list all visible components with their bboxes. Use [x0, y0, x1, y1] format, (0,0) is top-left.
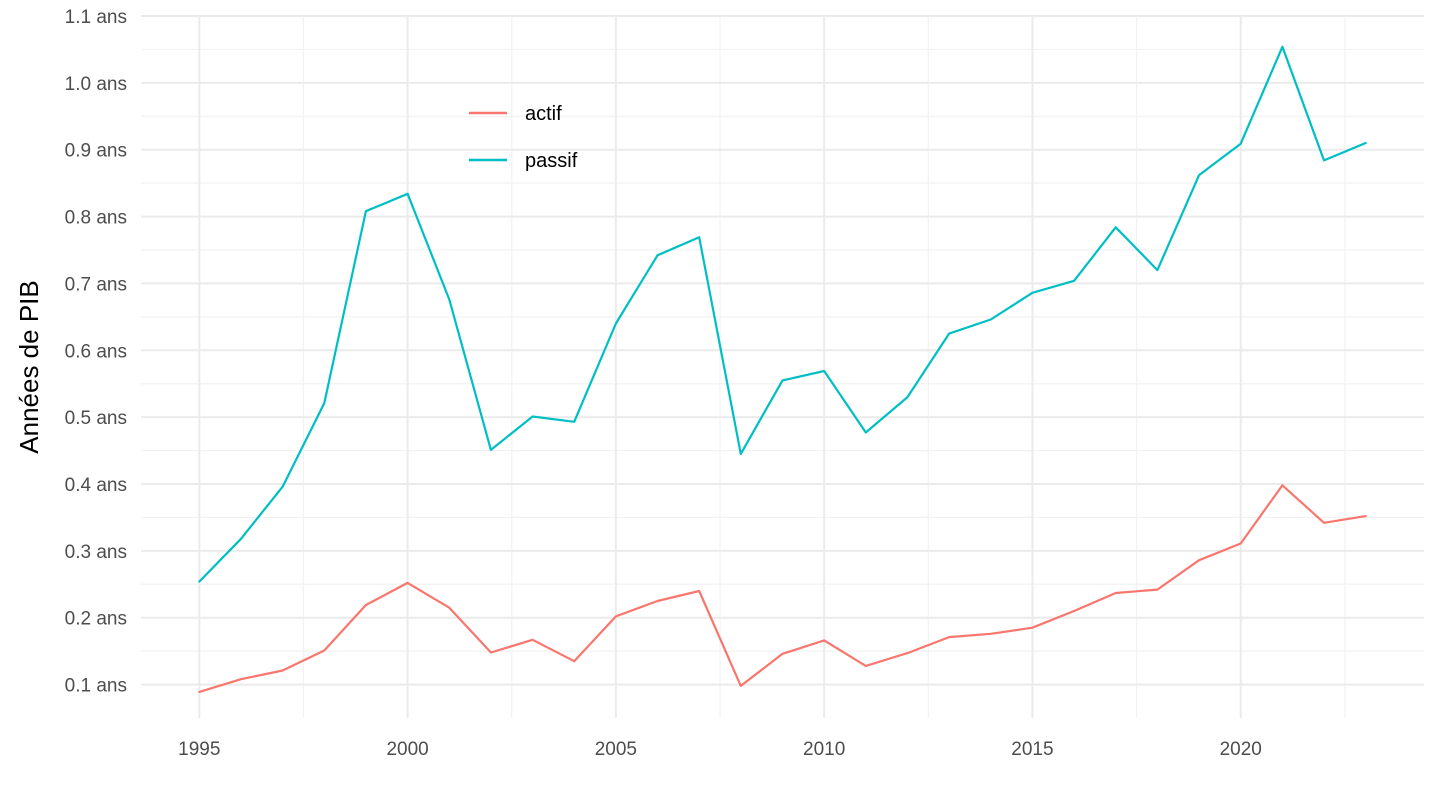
x-tick-label: 2010	[803, 739, 845, 760]
series-line-actif	[198, 484, 1367, 694]
x-tick-label: 1995	[178, 739, 220, 760]
x-tick-label: 2020	[1220, 739, 1262, 760]
y-axis-tick-labels: 0.1 ans 0.2 ans 0.3 ans 0.4 ans 0.5 ans 0.6 a…	[65, 7, 127, 697]
grid	[141, 15, 1424, 718]
y-tick-label: 0.6 ans	[65, 341, 127, 362]
x-tick-label: 2000	[386, 739, 428, 760]
legend-label-passif: passif	[525, 150, 578, 172]
y-tick-label: 1.1 ans	[65, 7, 127, 28]
x-tick-label: 2015	[1011, 739, 1053, 760]
y-tick-label: 1.0 ans	[65, 74, 127, 95]
series-lines	[198, 45, 1367, 694]
y-tick-label: 0.7 ans	[65, 274, 127, 295]
y-tick-label: 0.8 ans	[65, 208, 127, 229]
legend-label-actif: actif	[525, 103, 562, 125]
y-tick-label: 0.1 ans	[65, 676, 127, 697]
y-tick-label: 0.9 ans	[65, 141, 127, 162]
y-tick-label: 0.2 ans	[65, 609, 127, 630]
y-tick-label: 0.5 ans	[65, 408, 127, 429]
series-line-passif	[198, 45, 1367, 583]
x-axis-tick-labels: 1995 2000 2005 2010 2015 2020	[178, 739, 1262, 760]
y-tick-label: 0.4 ans	[65, 475, 127, 496]
y-axis-title: Années de PIB	[14, 280, 44, 453]
y-tick-label: 0.3 ans	[65, 542, 127, 563]
legend: actif passif	[469, 103, 578, 172]
x-tick-label: 2005	[595, 739, 637, 760]
